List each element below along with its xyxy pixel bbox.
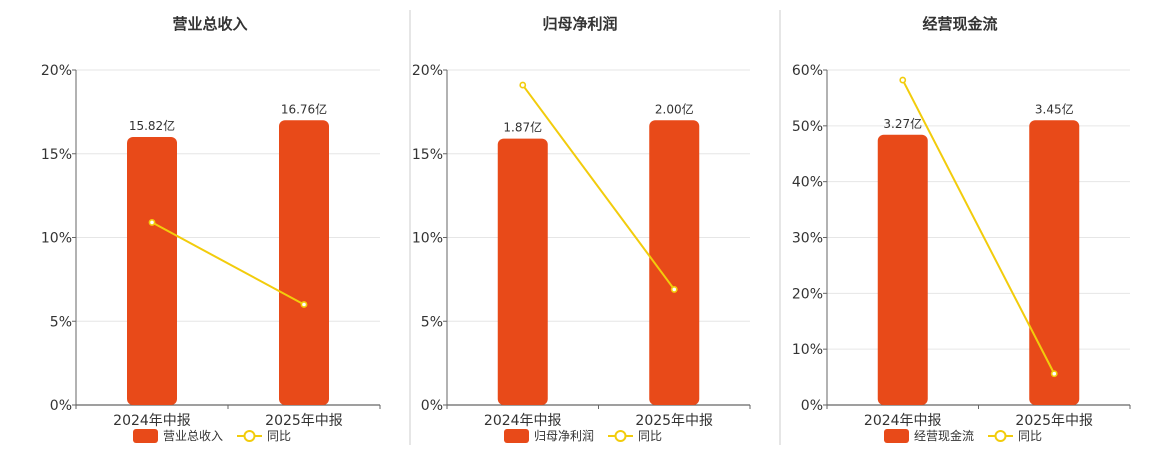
yoy-point[interactable]: [670, 286, 678, 293]
x-tick-label: 2025年中报: [265, 413, 343, 429]
legend-label: 同比: [638, 429, 662, 443]
legend-bar-swatch: [133, 429, 158, 443]
legend-item-bar[interactable]: 归母净利润: [504, 429, 594, 443]
x-tick-label: 2024年中报: [864, 413, 942, 429]
legend-bar-swatch: [884, 429, 909, 443]
y-tick-label: 20%: [412, 63, 443, 79]
yoy-point[interactable]: [300, 301, 308, 308]
legend-line-marker: [243, 430, 256, 442]
yoy-line: [521, 84, 676, 291]
legend-line-marker: [614, 430, 627, 442]
x-tick-label: 2025年中报: [635, 413, 713, 429]
bar[interactable]: [497, 138, 548, 406]
legend-line-marker: [994, 430, 1007, 442]
y-tick-label: 5%: [50, 314, 72, 330]
x-tick-label: 2025年中报: [1015, 413, 1093, 429]
legend-label: 经营现金流: [914, 428, 974, 443]
x-tick-label: 2024年中报: [484, 413, 562, 429]
bar[interactable]: [1029, 120, 1080, 405]
bar-data-label: 1.87亿: [503, 120, 542, 135]
bar[interactable]: [877, 134, 928, 405]
legend-label: 同比: [1018, 429, 1042, 443]
yoy-line: [151, 221, 305, 306]
bar-data-label: 16.76亿: [281, 101, 327, 116]
y-tick-label: 30%: [792, 231, 823, 247]
bar[interactable]: [279, 120, 329, 405]
legend-item-line[interactable]: 同比: [988, 429, 1042, 443]
y-tick-label: 40%: [792, 175, 823, 191]
chart-title: 归母净利润: [542, 15, 617, 33]
y-tick-label: 0%: [50, 398, 72, 414]
chart-panel-3: 经营现金流 0% 10% 20% 30% 40% 50% 60% 2024年中报 2025年中报 3…: [779, 10, 1131, 445]
bar-data-label: 2.00亿: [655, 101, 694, 116]
legend-item-bar[interactable]: 经营现金流: [884, 428, 974, 443]
legend-label: 同比: [267, 429, 291, 443]
bar-data-label: 15.82亿: [129, 118, 175, 133]
chart-title: 营业总收入: [172, 15, 247, 33]
y-tick-label: 15%: [412, 147, 443, 163]
x-tick-label: 2024年中报: [113, 413, 191, 429]
legend-item-line[interactable]: 同比: [608, 429, 662, 443]
y-tick-label: 50%: [792, 119, 823, 135]
legend-bar-swatch: [504, 429, 529, 443]
legend: 归母净利润 同比: [504, 429, 662, 443]
y-tick-label: 60%: [792, 63, 823, 79]
y-tick-label: 10%: [412, 231, 443, 247]
legend-item-line[interactable]: 同比: [237, 429, 291, 443]
yoy-point[interactable]: [1050, 370, 1058, 378]
legend-label: 营业总收入: [163, 429, 223, 443]
bar[interactable]: [649, 120, 700, 405]
bar-data-label: 3.27亿: [883, 116, 922, 131]
y-tick-label: 20%: [792, 286, 823, 302]
legend: 经营现金流 同比: [884, 428, 1042, 443]
legend: 营业总收入 同比: [133, 429, 291, 443]
bar[interactable]: [127, 137, 177, 405]
yoy-line: [901, 79, 1056, 375]
y-tick-label: 5%: [421, 314, 443, 330]
yoy-point[interactable]: [519, 81, 527, 89]
chart-title: 经营现金流: [922, 15, 997, 33]
chart-panel-1: 营业总收入 0% 5% 10% 15% 20% 2024年中报 2025年中报 15.82亿 16…: [41, 15, 381, 443]
yoy-point[interactable]: [148, 219, 156, 226]
y-tick-label: 0%: [801, 398, 823, 414]
y-tick-label: 0%: [421, 398, 443, 414]
y-tick-label: 15%: [41, 147, 72, 163]
bar-data-label: 3.45亿: [1035, 101, 1074, 116]
legend-item-bar[interactable]: 营业总收入: [133, 429, 223, 443]
y-tick-label: 10%: [41, 231, 72, 247]
y-tick-label: 20%: [41, 63, 72, 79]
legend-label: 归母净利润: [534, 429, 594, 443]
yoy-point[interactable]: [899, 76, 907, 84]
y-tick-label: 10%: [792, 342, 823, 358]
chart-panel-2: 归母净利润 0% 5% 10% 15% 20% 2024年中报 2025年中报 1.87亿 2.0…: [409, 10, 751, 445]
